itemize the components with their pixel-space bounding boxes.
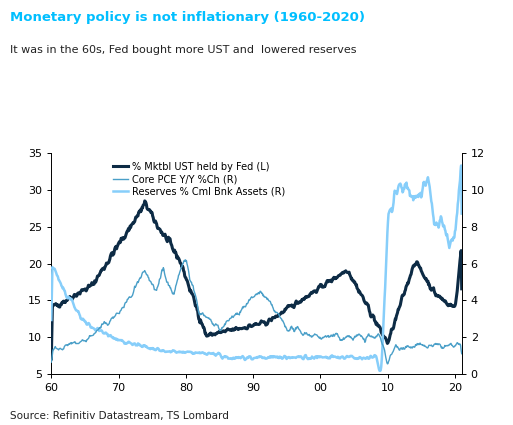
Text: It was in the 60s, Fed bought more UST and  lowered reserves: It was in the 60s, Fed bought more UST a… — [10, 45, 357, 55]
Text: Monetary policy is not inflationary (1960-2020): Monetary policy is not inflationary (196… — [10, 11, 365, 24]
Text: Source: Refinitiv Datastream, TS Lombard: Source: Refinitiv Datastream, TS Lombard — [10, 411, 229, 421]
Legend: % Mktbl UST held by Fed (L), Core PCE Y/Y %Ch (R), Reserves % Cml Bnk Assets (R): % Mktbl UST held by Fed (L), Core PCE Y/… — [109, 158, 289, 201]
